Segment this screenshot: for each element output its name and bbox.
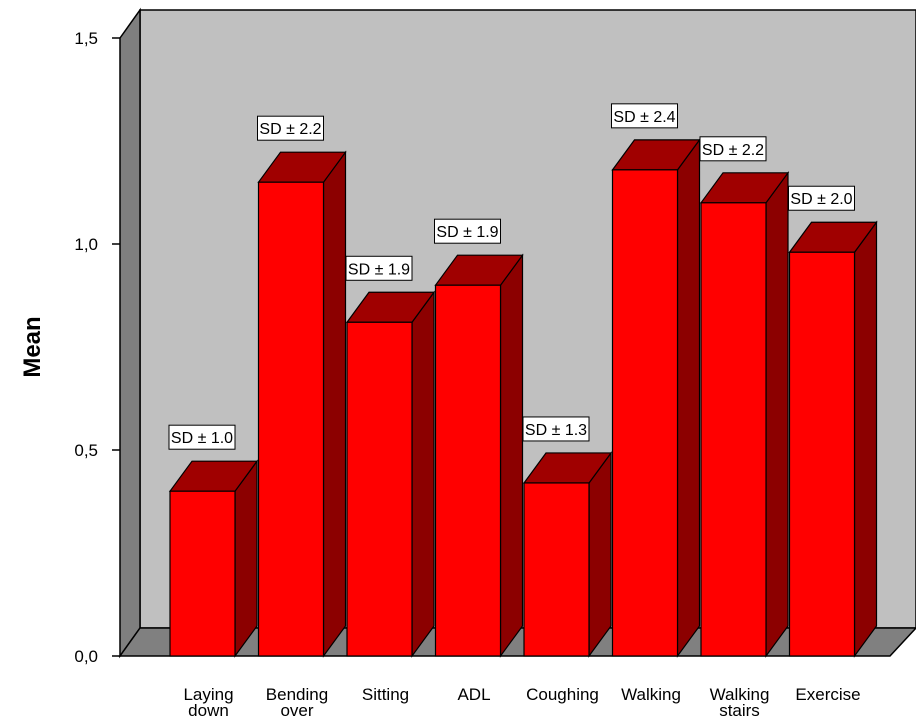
bar-side <box>234 459 258 658</box>
sd-label: SD ± 2.0 <box>788 185 855 211</box>
bar-front <box>611 169 679 657</box>
bar-front <box>257 181 325 657</box>
sd-label: SD ± 2.2 <box>257 115 324 141</box>
bars <box>168 138 878 658</box>
x-tick-label: Walking <box>621 685 681 704</box>
y-axis: 0,0 0,5 1,0 1,5 <box>74 29 120 666</box>
x-tick-label: Laying down <box>183 685 233 720</box>
sd-label-text: SD ± 2.0 <box>790 191 852 208</box>
bar-side <box>588 451 612 658</box>
bar-front <box>700 202 767 657</box>
x-tick-label: Bending over <box>266 685 328 720</box>
bar-front <box>434 284 502 657</box>
bar-side <box>676 138 701 658</box>
y-tick-label: 0,5 <box>74 441 98 460</box>
sd-label-text: SD ± 2.2 <box>259 121 321 138</box>
sd-label: SD ± 2.2 <box>699 136 767 162</box>
bar <box>257 150 347 658</box>
x-tick-label: Sitting <box>362 685 409 704</box>
bar-front <box>346 321 413 657</box>
sd-label: SD ± 1.3 <box>522 416 590 442</box>
sd-label-text: SD ± 1.0 <box>171 430 233 447</box>
x-tick-label: Exercise <box>795 685 860 704</box>
y-axis-label: Mean <box>19 316 46 377</box>
bar-side <box>853 220 878 658</box>
sd-label-box <box>168 424 236 450</box>
bar-front <box>788 251 856 657</box>
bar <box>788 220 878 658</box>
bar <box>611 138 701 658</box>
sd-label-box <box>699 136 767 162</box>
y-tick-label: 0,0 <box>74 647 98 666</box>
sd-label-text: SD ± 1.3 <box>525 422 587 439</box>
category-labels: Laying down Bending over Sitting ADL Coughing W… <box>183 685 860 720</box>
sd-label-box <box>257 115 324 141</box>
sd-label-box <box>345 255 413 281</box>
bar <box>168 459 259 658</box>
bar <box>345 290 436 658</box>
sd-label-box <box>522 416 590 442</box>
bar <box>434 253 524 658</box>
bar-front <box>169 490 236 657</box>
sd-label-box <box>434 218 501 244</box>
sd-label-text: SD ± 2.2 <box>702 142 764 159</box>
sd-label-box <box>788 185 855 211</box>
bar-front <box>523 482 590 657</box>
sd-label-text: SD ± 1.9 <box>348 261 410 278</box>
bar <box>699 170 790 658</box>
sd-labels: SD ± 1.0 SD ± 2.2 SD ± 1.9 SD ± 1.9 SD ± 1.3… <box>168 103 855 450</box>
sd-label: SD ± 2.4 <box>611 103 678 129</box>
x-tick-label: ADL <box>457 685 490 704</box>
sd-label-text: SD ± 2.4 <box>613 109 675 126</box>
left-wall <box>119 7 141 659</box>
y-tick-label: 1,5 <box>74 29 98 48</box>
bar-side <box>765 170 789 658</box>
sd-label-box <box>611 103 678 129</box>
bar-side <box>411 290 435 658</box>
bar-side <box>499 253 524 658</box>
x-tick-label: Walking stairs <box>710 685 770 720</box>
y-tick-label: 1,0 <box>74 235 98 254</box>
bar <box>522 451 613 658</box>
sd-label: SD ± 1.0 <box>168 424 236 450</box>
sd-label-text: SD ± 1.9 <box>436 224 498 241</box>
bar-side <box>322 150 347 658</box>
x-tick-label: Coughing <box>526 685 599 704</box>
sd-label: SD ± 1.9 <box>434 218 501 244</box>
sd-label: SD ± 1.9 <box>345 255 413 281</box>
